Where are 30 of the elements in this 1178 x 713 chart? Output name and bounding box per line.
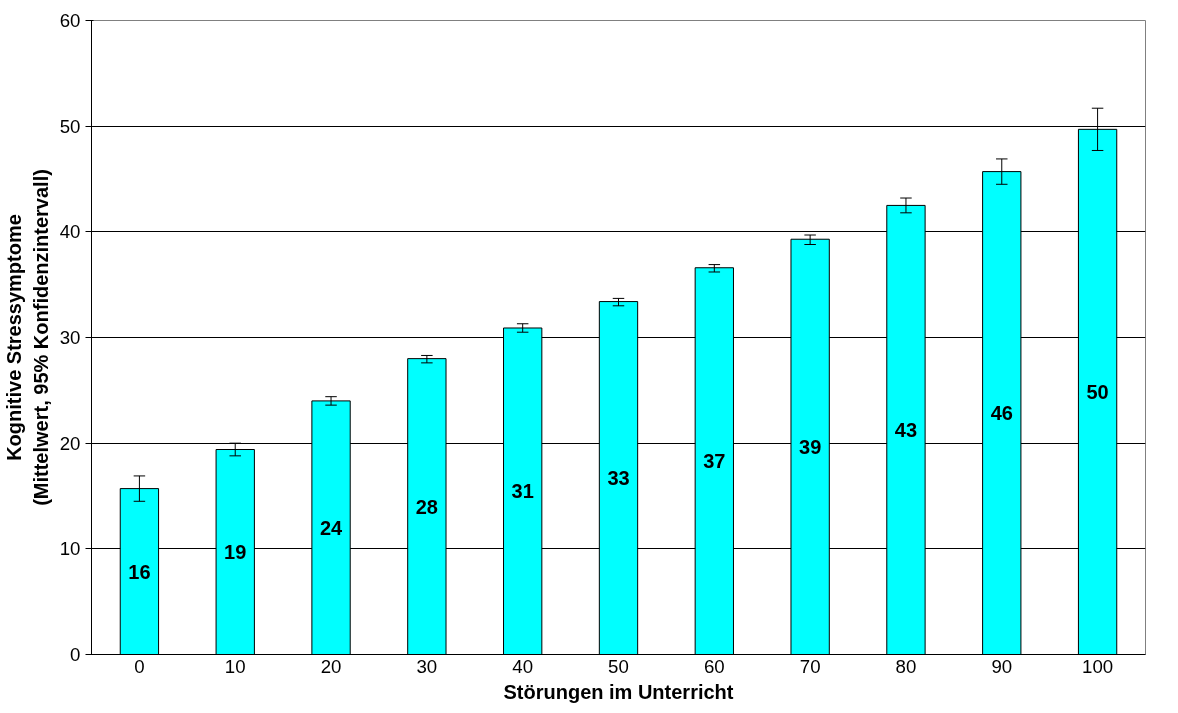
data-label: 50	[1086, 380, 1109, 403]
data-label: 19	[224, 541, 247, 563]
x-tick-label: 100	[1082, 655, 1114, 677]
data-label: 43	[894, 418, 918, 441]
data-label: 16	[128, 560, 151, 583]
x-tick-label: 0	[134, 655, 145, 677]
data-label: 39	[799, 435, 822, 458]
x-tick-label: 20	[320, 655, 342, 677]
data-label: 46	[990, 402, 1013, 425]
data-label: 24	[319, 516, 344, 539]
y-tick-label: 60	[59, 10, 81, 31]
x-axis-title: Störungen im Unterricht	[503, 680, 734, 703]
y-tick-label: 20	[59, 432, 81, 454]
y-axis-title: Kognitive Stressymptome (Mittelwert, 95% Konfidenzintervall)	[3, 169, 52, 506]
x-tick-label: 10	[224, 655, 246, 677]
y-tick-label: 50	[59, 115, 81, 137]
y-tick-label: 30	[59, 327, 81, 348]
x-tick-label: 60	[703, 655, 725, 677]
data-label: 37	[703, 450, 726, 473]
x-tick-label: 40	[512, 655, 534, 677]
x-tick-label: 90	[991, 655, 1013, 677]
x-tick-label: 80	[895, 655, 917, 677]
x-tick-label: 50	[608, 655, 629, 677]
y-tick-label: 40	[59, 221, 81, 243]
data-label: 33	[607, 467, 630, 490]
data-label: 31	[511, 480, 534, 503]
y-tick-label: 10	[59, 538, 81, 560]
x-tick-label: 70	[799, 655, 821, 677]
x-tick-label: 30	[416, 655, 438, 677]
data-label: 28	[415, 495, 438, 518]
